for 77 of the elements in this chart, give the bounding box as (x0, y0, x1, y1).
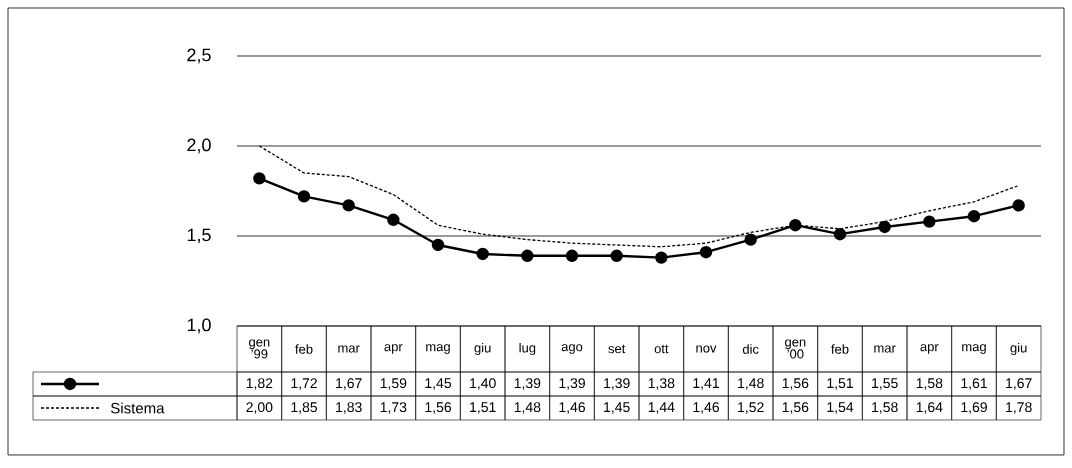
data-label: 1,78 (1006, 402, 1032, 414)
x-tick-label: feb (831, 344, 849, 354)
point (1012, 199, 1025, 212)
data-label: 1,51 (827, 378, 853, 390)
data-label: 2,00 (246, 402, 273, 414)
point (967, 209, 981, 223)
x-tick-label: giu (474, 342, 491, 356)
x-tick-label: apr (384, 344, 403, 354)
point (833, 227, 847, 241)
data-label: 1,48 (738, 378, 764, 390)
data-label: 1,46 (559, 402, 586, 414)
data-label: 1,48 (514, 402, 541, 414)
data-label: 1,39 (604, 378, 630, 390)
point (431, 238, 445, 252)
x-tick-label: feb (295, 344, 313, 354)
point (923, 215, 936, 228)
data-label: 1,52 (738, 402, 764, 414)
point (610, 249, 623, 262)
data-label: 1,58 (872, 402, 898, 414)
data-label: 1,39 (559, 378, 585, 390)
data-label: 1,51 (470, 402, 496, 414)
point (297, 190, 311, 203)
point (655, 251, 668, 264)
data-label: 1,56 (782, 378, 809, 390)
x-tick-label: mar (874, 345, 896, 353)
data-label: 1,73 (380, 402, 407, 414)
x-tick-label: gen ’99 (249, 339, 270, 359)
y-tick-label: 1,5 (187, 228, 211, 244)
data-label: 1,58 (916, 378, 943, 390)
data-label: 1,67 (336, 378, 362, 390)
x-tick-label: ott (654, 344, 669, 354)
point (521, 249, 534, 262)
data-label: 1,38 (648, 378, 675, 390)
data-label: 1,39 (514, 378, 541, 390)
data-label: 1,45 (425, 378, 452, 390)
data-label: 1,61 (961, 378, 987, 390)
data-label: 1,56 (425, 402, 452, 414)
x-tick-label: lug (519, 342, 536, 356)
y-tick-label: 1,0 (187, 318, 211, 334)
data-label: 1,41 (693, 378, 719, 390)
data-label: 1,44 (648, 402, 675, 414)
data-label: 1,67 (1006, 378, 1032, 390)
x-tick-label: gen ’00 (785, 339, 806, 359)
point (387, 213, 400, 226)
data-label: 1,69 (961, 402, 987, 414)
x-tick-label: mag (962, 344, 986, 354)
point (253, 172, 266, 185)
point (789, 218, 802, 232)
data-label: 1,55 (872, 378, 898, 390)
point (476, 247, 489, 261)
data-label: 1,85 (291, 402, 318, 414)
point (565, 249, 579, 262)
point (744, 233, 757, 246)
x-tick-label: giu (1010, 342, 1027, 356)
legend-label: Sistema (110, 402, 165, 414)
data-label: 1,54 (827, 402, 854, 414)
data-label: 1,40 (470, 378, 496, 390)
data-label: 1,64 (916, 402, 943, 414)
x-tick-label: nov (696, 345, 717, 353)
data-label: 1,45 (604, 402, 630, 414)
point (342, 199, 355, 212)
x-tick-label: mar (338, 345, 360, 353)
y-tick-label: 2,0 (187, 138, 211, 154)
point (699, 245, 713, 259)
x-tick-label: apr (920, 344, 939, 354)
point (878, 220, 891, 234)
y-tick-label: 2,5 (187, 48, 211, 64)
data-label: 1,72 (291, 378, 317, 390)
data-label: 1,83 (336, 402, 362, 414)
data-label: 1,56 (782, 402, 809, 414)
x-tick-label: set (608, 344, 626, 354)
x-tick-label: mag (426, 344, 450, 354)
data-label: 1,59 (380, 378, 407, 390)
x-tick-label: dic (742, 344, 759, 354)
x-tick-label: ago (561, 344, 583, 354)
data-label: 1,46 (693, 402, 719, 414)
data-label: 1,82 (246, 378, 273, 390)
